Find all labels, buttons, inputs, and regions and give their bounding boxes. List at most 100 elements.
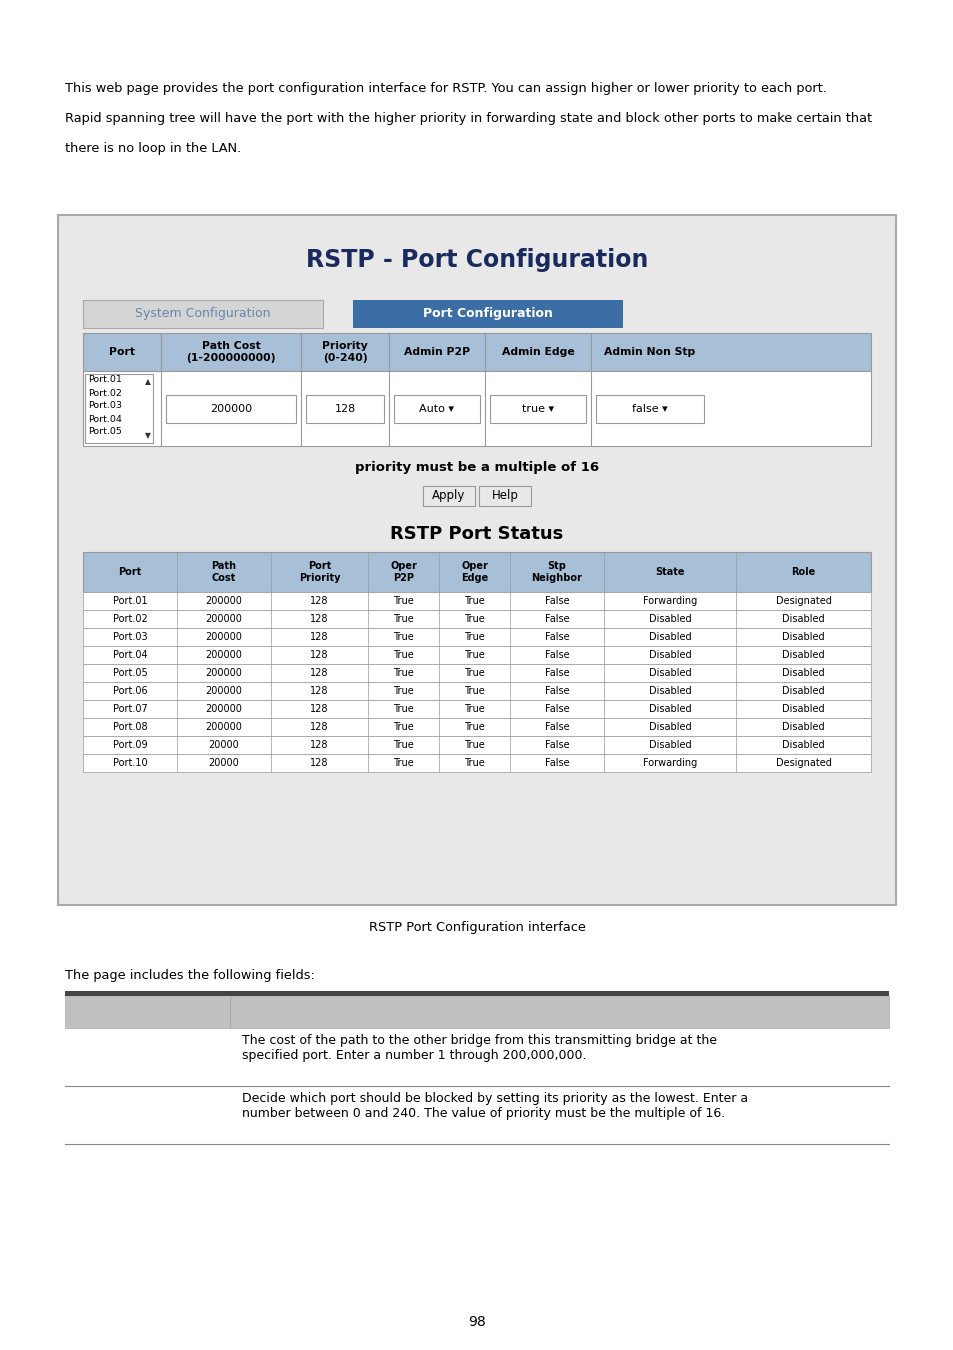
Text: False: False bbox=[544, 757, 569, 768]
Text: Disabled: Disabled bbox=[648, 703, 691, 714]
Text: Port.03: Port.03 bbox=[88, 401, 122, 410]
Text: 200000: 200000 bbox=[205, 668, 242, 678]
Text: 20000: 20000 bbox=[209, 757, 239, 768]
Bar bbox=[83, 628, 870, 647]
Text: 200000: 200000 bbox=[205, 632, 242, 643]
Text: Rapid spanning tree will have the port with the higher priority in forwarding st: Rapid spanning tree will have the port w… bbox=[65, 112, 871, 126]
Text: 20000: 20000 bbox=[209, 740, 239, 751]
Text: RSTP - Port Configuration: RSTP - Port Configuration bbox=[306, 248, 647, 271]
Text: 200000: 200000 bbox=[205, 722, 242, 732]
Text: True: True bbox=[464, 632, 484, 643]
Text: 128: 128 bbox=[310, 757, 329, 768]
Bar bbox=[83, 664, 870, 682]
Text: Disabled: Disabled bbox=[648, 740, 691, 751]
Text: True: True bbox=[464, 649, 484, 660]
Text: Port
Priority: Port Priority bbox=[298, 562, 340, 583]
Text: 128: 128 bbox=[310, 740, 329, 751]
Text: RSTP Port Configuration interface: RSTP Port Configuration interface bbox=[368, 921, 585, 933]
Text: 200000: 200000 bbox=[205, 614, 242, 624]
Text: True: True bbox=[464, 740, 484, 751]
Text: 128: 128 bbox=[310, 632, 329, 643]
Text: 200000: 200000 bbox=[210, 404, 252, 413]
Bar bbox=[65, 991, 888, 996]
Text: Disabled: Disabled bbox=[781, 614, 824, 624]
Text: False: False bbox=[544, 722, 569, 732]
Text: False: False bbox=[544, 649, 569, 660]
Text: Disabled: Disabled bbox=[781, 686, 824, 697]
Text: True: True bbox=[393, 595, 414, 606]
Bar bbox=[58, 215, 895, 904]
Text: 128: 128 bbox=[310, 686, 329, 697]
Text: Forwarding: Forwarding bbox=[642, 757, 697, 768]
Text: Port.01: Port.01 bbox=[112, 595, 147, 606]
Text: ▲: ▲ bbox=[145, 377, 151, 386]
Text: State: State bbox=[655, 567, 684, 576]
Text: Port: Port bbox=[118, 567, 141, 576]
Text: Disabled: Disabled bbox=[648, 686, 691, 697]
Text: 200000: 200000 bbox=[205, 686, 242, 697]
Text: Port.10: Port.10 bbox=[112, 757, 147, 768]
Text: Port.08: Port.08 bbox=[112, 722, 147, 732]
Text: 128: 128 bbox=[334, 404, 355, 413]
Bar bbox=[83, 701, 870, 718]
Bar bbox=[83, 552, 870, 593]
Text: Priority
(0-240): Priority (0-240) bbox=[322, 342, 368, 363]
Text: True: True bbox=[393, 686, 414, 697]
Text: True: True bbox=[464, 595, 484, 606]
Text: 128: 128 bbox=[310, 614, 329, 624]
Text: Disabled: Disabled bbox=[648, 668, 691, 678]
Text: priority must be a multiple of 16: priority must be a multiple of 16 bbox=[355, 462, 598, 474]
Text: Disabled: Disabled bbox=[781, 632, 824, 643]
Bar bbox=[83, 610, 870, 628]
Bar bbox=[306, 394, 384, 423]
Text: True: True bbox=[464, 722, 484, 732]
Text: Port.03: Port.03 bbox=[112, 632, 147, 643]
Text: Role: Role bbox=[791, 567, 815, 576]
Text: True: True bbox=[464, 668, 484, 678]
Text: True: True bbox=[393, 614, 414, 624]
Text: Port.07: Port.07 bbox=[112, 703, 147, 714]
Text: Oper
Edge: Oper Edge bbox=[460, 562, 488, 583]
Bar bbox=[478, 486, 531, 506]
Text: 200000: 200000 bbox=[205, 595, 242, 606]
Text: Decide which port should be blocked by setting its priority as the lowest. Enter: Decide which port should be blocked by s… bbox=[242, 1092, 747, 1120]
Text: Admin P2P: Admin P2P bbox=[403, 347, 470, 356]
Bar bbox=[230, 996, 888, 1027]
Bar bbox=[166, 394, 295, 423]
Text: 128: 128 bbox=[310, 722, 329, 732]
Text: True: True bbox=[464, 703, 484, 714]
Text: False: False bbox=[544, 703, 569, 714]
Bar bbox=[83, 333, 870, 371]
Text: false ▾: false ▾ bbox=[632, 404, 667, 413]
Text: Port.02: Port.02 bbox=[88, 389, 122, 397]
Text: Disabled: Disabled bbox=[648, 632, 691, 643]
Text: True: True bbox=[393, 632, 414, 643]
Bar bbox=[394, 394, 479, 423]
Text: Port: Port bbox=[109, 347, 135, 356]
Text: Oper
P2P: Oper P2P bbox=[390, 562, 416, 583]
Text: Port.04: Port.04 bbox=[88, 414, 122, 424]
Text: ▼: ▼ bbox=[145, 431, 151, 440]
Bar bbox=[83, 371, 870, 446]
Text: RSTP Port Status: RSTP Port Status bbox=[390, 525, 563, 543]
Text: Help: Help bbox=[491, 490, 517, 502]
Text: True: True bbox=[464, 686, 484, 697]
Text: Designated: Designated bbox=[775, 595, 831, 606]
Text: This web page provides the port configuration interface for RSTP. You can assign: This web page provides the port configur… bbox=[65, 82, 826, 94]
Text: System Configuration: System Configuration bbox=[135, 308, 271, 320]
Bar bbox=[83, 682, 870, 701]
Text: Port.06: Port.06 bbox=[112, 686, 147, 697]
Text: 128: 128 bbox=[310, 703, 329, 714]
Bar bbox=[83, 593, 870, 610]
Bar bbox=[83, 755, 870, 772]
Text: Disabled: Disabled bbox=[648, 614, 691, 624]
Text: Port Configuration: Port Configuration bbox=[422, 308, 553, 320]
Bar bbox=[83, 718, 870, 736]
Text: Disabled: Disabled bbox=[781, 722, 824, 732]
Text: False: False bbox=[544, 668, 569, 678]
Text: Port.09: Port.09 bbox=[112, 740, 147, 751]
Text: Port.05: Port.05 bbox=[112, 668, 147, 678]
Text: True: True bbox=[393, 703, 414, 714]
Text: True: True bbox=[464, 757, 484, 768]
Text: Disabled: Disabled bbox=[781, 649, 824, 660]
